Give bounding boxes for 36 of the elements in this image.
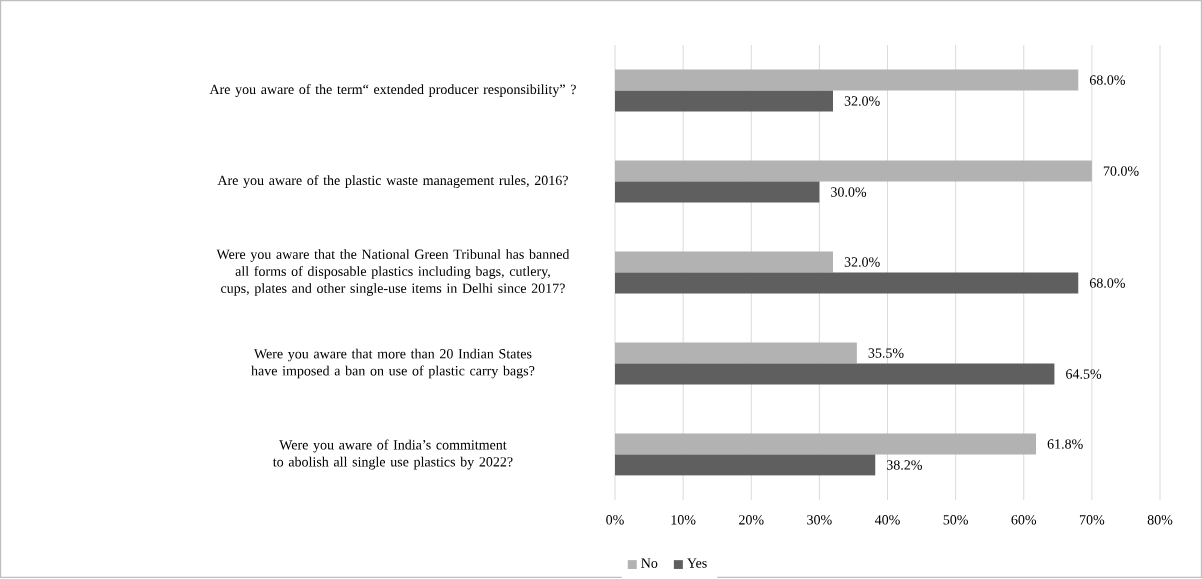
data-label: 32.0% xyxy=(844,96,880,106)
x-tick-label: 80% xyxy=(1147,515,1173,525)
data-label: 38.2% xyxy=(886,460,922,470)
bar xyxy=(615,160,1092,182)
data-label: 61.8% xyxy=(1047,439,1083,449)
y-tick-label: Were you aware that the National Green Tribunal has banned all forms of disposable plastics including bags, cutlery, cups, plates and other single-use items in Delhi since 2017? xyxy=(216,249,570,297)
legend-label: No xyxy=(641,558,658,568)
bar xyxy=(615,454,876,476)
bar xyxy=(615,433,1037,455)
bar xyxy=(615,272,1079,294)
x-tick-label: 30% xyxy=(807,515,832,525)
data-label: 35.5% xyxy=(868,348,904,358)
data-label: 64.5% xyxy=(1066,369,1102,379)
bar xyxy=(615,90,834,112)
y-tick-label: Were you aware of India’s commitment to abolish all single use plastics by 2022? xyxy=(272,439,513,470)
bar xyxy=(615,181,820,203)
x-tick-label: 20% xyxy=(739,515,764,525)
y-tick-label: Are you aware of the term“ extended producer responsibility” ? xyxy=(209,84,576,98)
data-label: 70.0% xyxy=(1103,166,1139,176)
x-tick-label: 60% xyxy=(1011,515,1037,525)
bar xyxy=(615,69,1079,91)
bar xyxy=(615,251,834,273)
x-tick-label: 10% xyxy=(671,515,696,525)
y-tick-label: Are you aware of the plastic waste management rules, 2016? xyxy=(217,175,568,189)
data-label: 30.0% xyxy=(831,187,867,197)
y-tick-label: Were you aware that more than 20 Indian States have imposed a ban on use of plastic carry bags? xyxy=(251,348,535,379)
x-tick-label: 50% xyxy=(943,515,968,525)
legend-label: Yes xyxy=(687,558,707,568)
x-tick-label: 40% xyxy=(874,515,900,525)
bar xyxy=(615,342,857,364)
data-label: 68.0% xyxy=(1089,278,1125,288)
data-label: 68.0% xyxy=(1089,75,1125,85)
data-label: 32.0% xyxy=(844,257,880,267)
bar xyxy=(615,363,1055,385)
x-tick-label: 70% xyxy=(1079,515,1105,525)
x-tick-label: 0% xyxy=(606,515,624,525)
